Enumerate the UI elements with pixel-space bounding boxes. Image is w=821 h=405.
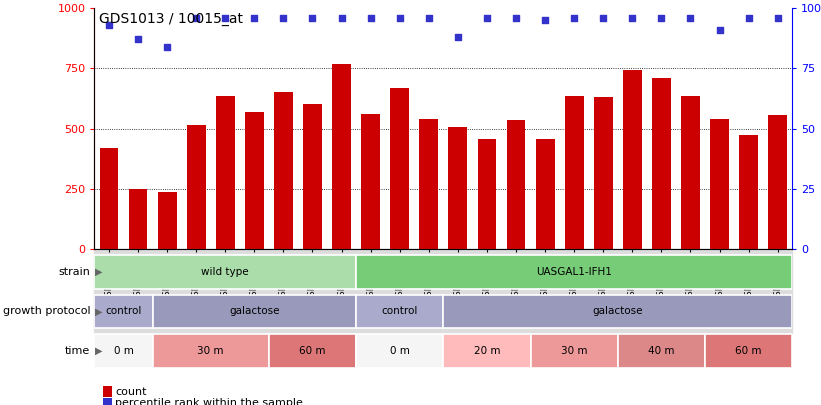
Point (480, 15, 493, 21)
Bar (356, 295, 443, 328)
Text: time: time (65, 346, 90, 356)
Bar (420, 119, 438, 249)
Text: 30 m: 30 m (198, 346, 224, 356)
Bar (94, 255, 356, 288)
Point (422, 15, 435, 21)
Point (393, 15, 406, 21)
Text: strain: strain (58, 267, 90, 277)
Point (597, 15, 610, 21)
Bar (705, 335, 792, 368)
Text: count: count (115, 387, 146, 396)
Text: 20 m: 20 m (474, 346, 500, 356)
Point (655, 15, 668, 21)
Bar (623, 70, 642, 249)
Bar (448, 128, 467, 249)
Text: ▶: ▶ (95, 346, 103, 356)
Bar (153, 295, 356, 328)
Bar (739, 134, 758, 249)
Point (131, 36, 144, 43)
Bar (356, 255, 792, 288)
Bar (390, 87, 409, 249)
Bar (443, 335, 530, 368)
Bar (269, 335, 356, 368)
Bar (443, 295, 792, 328)
Bar (216, 96, 235, 249)
Text: GDS1013 / 10015_at: GDS1013 / 10015_at (99, 12, 242, 26)
Point (684, 15, 697, 21)
Bar (594, 97, 612, 249)
Bar (99, 148, 118, 249)
Bar (94, 295, 153, 328)
Point (103, 22, 116, 28)
Bar (274, 92, 293, 249)
Point (364, 15, 377, 21)
Point (742, 15, 755, 21)
Point (277, 15, 290, 21)
Bar (94, 249, 792, 333)
Point (190, 15, 203, 21)
Point (335, 15, 348, 21)
Bar (361, 114, 380, 249)
Bar (710, 119, 729, 249)
Point (306, 15, 319, 21)
Bar (153, 335, 269, 368)
Text: control: control (105, 307, 142, 316)
Bar (356, 335, 443, 368)
Bar (681, 96, 700, 249)
Bar (530, 335, 618, 368)
Bar (618, 335, 705, 368)
Point (510, 15, 523, 21)
Bar (768, 115, 787, 249)
Text: galactose: galactose (593, 307, 643, 316)
Bar (652, 78, 671, 249)
Bar (129, 189, 148, 249)
Bar (94, 335, 153, 368)
Bar (158, 192, 177, 249)
Point (626, 15, 639, 21)
Point (248, 15, 261, 21)
Point (218, 15, 232, 21)
Bar (303, 104, 322, 249)
Bar (186, 125, 205, 249)
Point (452, 34, 465, 40)
Text: 60 m: 60 m (736, 346, 762, 356)
Text: UASGAL1-IFH1: UASGAL1-IFH1 (536, 267, 612, 277)
Text: control: control (382, 307, 418, 316)
Point (771, 15, 784, 21)
Text: 0 m: 0 m (390, 346, 410, 356)
Bar (507, 120, 525, 249)
Point (713, 27, 726, 33)
Bar (535, 139, 554, 249)
Text: ▶: ▶ (95, 267, 103, 277)
Text: growth protocol: growth protocol (2, 307, 90, 316)
Text: 0 m: 0 m (113, 346, 134, 356)
Text: 60 m: 60 m (299, 346, 326, 356)
Point (567, 15, 580, 21)
Text: 30 m: 30 m (561, 346, 588, 356)
Bar (333, 64, 351, 249)
Point (161, 43, 174, 50)
Text: wild type: wild type (201, 267, 249, 277)
Text: percentile rank within the sample: percentile rank within the sample (115, 399, 303, 405)
Text: ▶: ▶ (95, 307, 103, 316)
Bar (565, 96, 584, 249)
Point (539, 17, 552, 23)
Bar (245, 112, 264, 249)
Text: 40 m: 40 m (648, 346, 675, 356)
Text: galactose: galactose (229, 307, 280, 316)
Bar (478, 139, 497, 249)
